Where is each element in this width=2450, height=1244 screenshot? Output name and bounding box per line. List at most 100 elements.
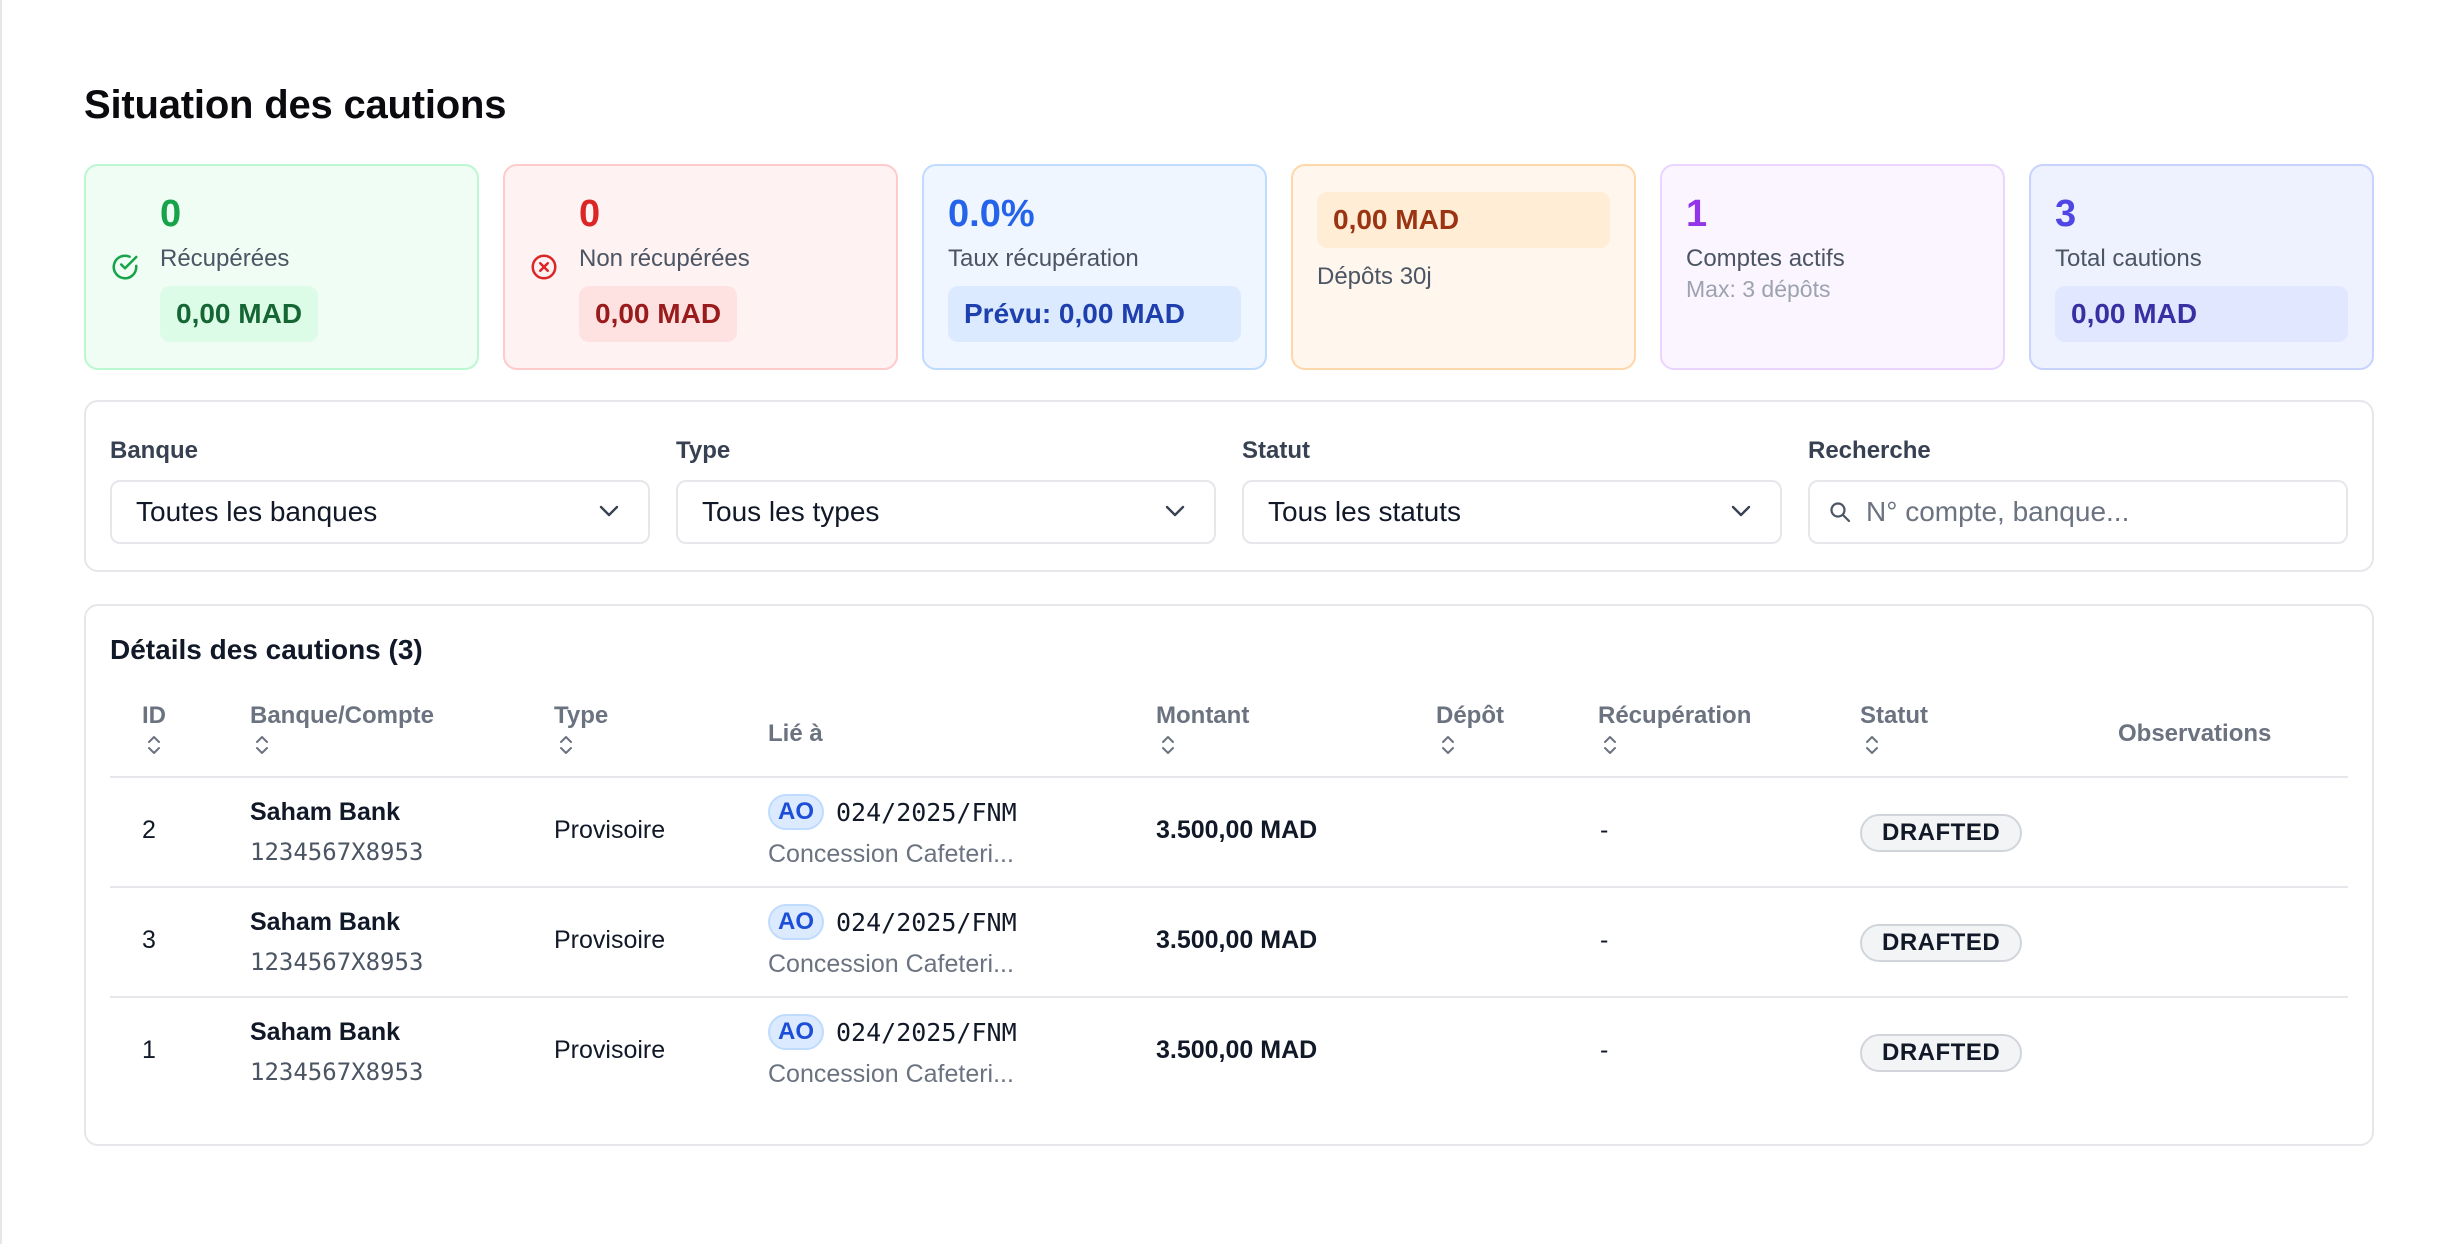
status-badge: DRAFTED <box>1860 924 2023 962</box>
select-value: Tous les statuts <box>1268 496 1461 527</box>
sort-icon <box>148 736 160 754</box>
table-row[interactable]: 1 Saham Bank 1234567X8953 Provisoire AO … <box>110 998 2348 1108</box>
cell-account: 1234567X8953 <box>250 838 424 866</box>
card-taux: 0.0% Taux récupération Prévu: 0,00 MAD <box>922 164 1267 370</box>
ao-reference[interactable]: 024/2025/FNM <box>836 907 1017 937</box>
col-id[interactable]: ID <box>142 702 166 756</box>
cell-id: 2 <box>142 816 156 844</box>
cell-concession: Concession Cafeteri... <box>768 840 1014 868</box>
chevron-down-icon <box>599 505 619 517</box>
table-body: 2 Saham Bank 1234567X8953 Provisoire AO … <box>110 778 2348 1108</box>
card-label: Taux récupération <box>948 245 1139 272</box>
col-label: Statut <box>1860 702 1928 729</box>
col-depot[interactable]: Dépôt <box>1436 702 1504 756</box>
card-value: 0 <box>579 193 601 235</box>
cell-account: 1234567X8953 <box>250 1058 424 1086</box>
card-value: 1 <box>1686 193 1708 235</box>
card-comptes: 1 Comptes actifs Max: 3 dépôts <box>1660 164 2005 370</box>
card-amount: 0,00 MAD <box>2055 286 2348 342</box>
col-observations: Observations <box>2118 720 2271 748</box>
card-amount: 0,00 MAD <box>579 286 738 342</box>
chevron-down-icon <box>1165 505 1185 517</box>
cautions-table-card: Détails des cautions (3) ID Banque/Compt… <box>84 604 2374 1146</box>
cell-type: Provisoire <box>554 1036 666 1064</box>
table-row[interactable]: 2 Saham Bank 1234567X8953 Provisoire AO … <box>110 778 2348 888</box>
cell-montant: 3.500,00 MAD <box>1156 1036 1318 1064</box>
cell-id: 1 <box>142 1036 156 1064</box>
ao-badge: AO <box>768 794 824 830</box>
select-value: Toutes les banques <box>136 496 378 527</box>
col-montant[interactable]: Montant <box>1156 702 1249 756</box>
card-depots: 0,00 MAD Dépôts 30j <box>1291 164 1636 370</box>
search-input[interactable]: N° compte, banque... <box>1808 480 2348 544</box>
chevron-down-icon <box>1731 505 1751 517</box>
table-row[interactable]: 3 Saham Bank 1234567X8953 Provisoire AO … <box>110 888 2348 998</box>
filter-label: Recherche <box>1808 437 1931 464</box>
ao-badge: AO <box>768 904 824 940</box>
table-header: ID Banque/Compte Type Lié à Montant Dépô… <box>110 680 2348 778</box>
col-label: Observations <box>2118 720 2272 747</box>
cell-type: Provisoire <box>554 926 666 954</box>
banque-select[interactable]: Toutes les banques <box>110 480 650 544</box>
col-statut[interactable]: Statut <box>1860 702 1928 756</box>
filters-panel: Banque Toutes les banques Type Tous les … <box>84 400 2374 572</box>
card-label: Récupérées <box>160 245 290 272</box>
sort-icon <box>1442 736 1454 754</box>
cell-lie: AO 024/2025/FNM <box>768 904 1017 940</box>
cell-recuperation: - <box>1600 1036 1609 1064</box>
col-banque[interactable]: Banque/Compte <box>250 702 434 756</box>
table-title: Détails des cautions (3) <box>110 634 423 665</box>
card-label: Total cautions <box>2055 245 2202 272</box>
card-amount: 0,00 MAD <box>1317 192 1610 248</box>
cell-concession: Concession Cafeteri... <box>768 950 1014 978</box>
search-placeholder: N° compte, banque... <box>1866 496 2130 527</box>
cell-recuperation: - <box>1600 926 1609 954</box>
col-label: Montant <box>1156 702 1250 729</box>
col-recuperation[interactable]: Récupération <box>1598 702 1751 756</box>
ao-reference[interactable]: 024/2025/FNM <box>836 1017 1017 1047</box>
ao-reference[interactable]: 024/2025/FNM <box>836 797 1017 827</box>
card-sub: Max: 3 dépôts <box>1686 276 1831 302</box>
filter-label: Statut <box>1242 437 1310 464</box>
cell-montant: 3.500,00 MAD <box>1156 816 1318 844</box>
sort-icon <box>1604 736 1616 754</box>
cell-id: 3 <box>142 926 156 954</box>
col-label: Dépôt <box>1436 702 1504 729</box>
cell-concession: Concession Cafeteri... <box>768 1060 1014 1088</box>
card-value: 3 <box>2055 193 2077 235</box>
col-type[interactable]: Type <box>554 702 608 756</box>
cell-lie: AO 024/2025/FNM <box>768 1014 1017 1050</box>
search-icon <box>1830 502 1851 523</box>
filter-recherche: Recherche N° compte, banque... <box>1808 436 2348 570</box>
select-value: Tous les types <box>702 496 880 527</box>
filter-label: Banque <box>110 437 199 464</box>
card-label: Dépôts 30j <box>1317 263 1432 290</box>
card-non-recuperees: 0 Non récupérées 0,00 MAD <box>503 164 898 370</box>
sort-icon <box>256 736 268 754</box>
status-badge: DRAFTED <box>1860 814 2023 852</box>
cell-lie: AO 024/2025/FNM <box>768 794 1017 830</box>
cell-bank: Saham Bank <box>250 908 401 936</box>
main-content: Situation des cautions 0 Récupérées 0,00… <box>84 70 2374 1146</box>
stat-cards: 0 Récupérées 0,00 MAD 0 Non récupérées 0… <box>84 164 2374 370</box>
ao-badge: AO <box>768 1014 824 1050</box>
card-recuperees: 0 Récupérées 0,00 MAD <box>84 164 479 370</box>
col-lie: Lié à <box>768 720 823 748</box>
card-amount: Prévu: 0,00 MAD <box>948 286 1241 342</box>
statut-select[interactable]: Tous les statuts <box>1242 480 1782 544</box>
col-label: Récupération <box>1598 702 1752 729</box>
card-label: Non récupérées <box>579 245 750 272</box>
col-label: Banque/Compte <box>250 702 435 729</box>
cell-bank: Saham Bank <box>250 1018 401 1046</box>
cell-type: Provisoire <box>554 816 666 844</box>
card-amount: 0,00 MAD <box>160 286 319 342</box>
card-label: Comptes actifs <box>1686 245 1845 272</box>
card-value: 0 <box>160 193 182 235</box>
page-title: Situation des cautions <box>84 83 507 127</box>
cell-recuperation: - <box>1600 816 1609 844</box>
sort-icon <box>560 736 572 754</box>
filter-type: Type Tous les types <box>676 436 1216 570</box>
type-select[interactable]: Tous les types <box>676 480 1216 544</box>
x-circle-icon <box>531 254 557 280</box>
